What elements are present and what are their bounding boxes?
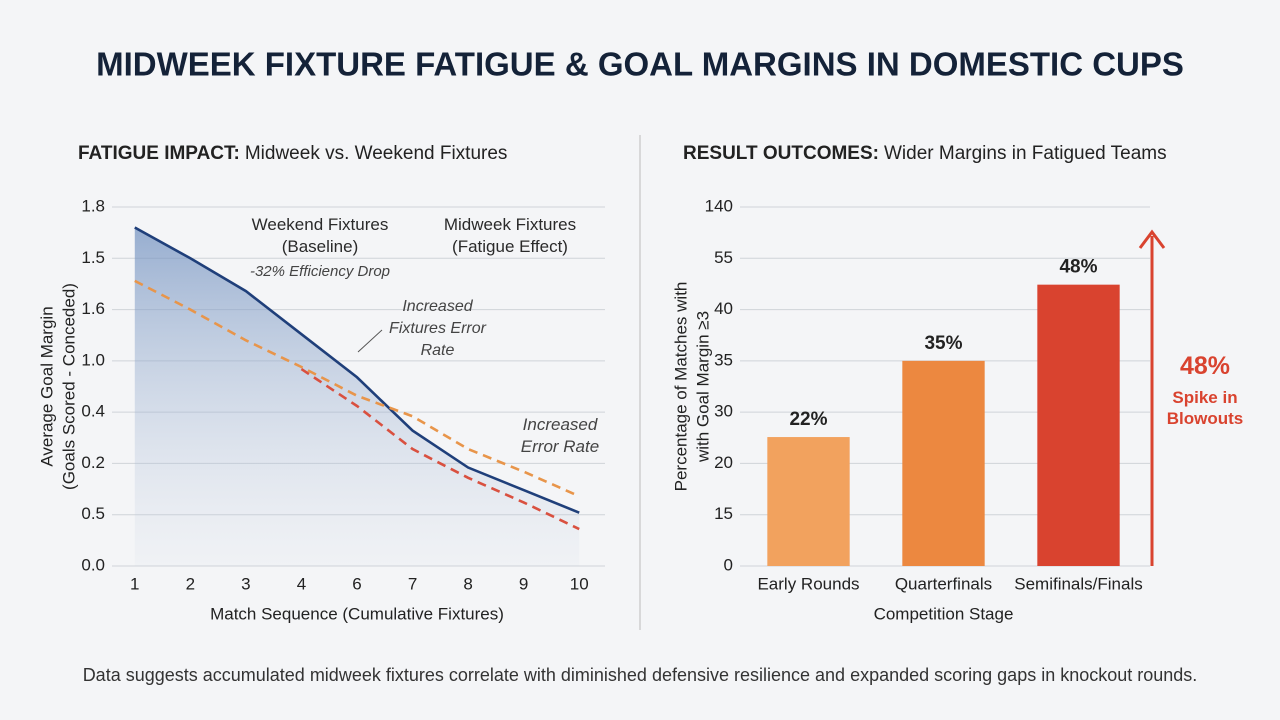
- y-tick-label: 1.6: [81, 299, 105, 318]
- y-tick-label: 15: [714, 504, 733, 523]
- y-axis-label: with Goal Margin ≥3: [693, 311, 712, 463]
- y-tick-label: 1.8: [81, 196, 105, 215]
- y-tick-label: 55: [714, 248, 733, 267]
- chart-title-rest: Wider Margins in Fatigued Teams: [884, 143, 1167, 164]
- x-tick-label: 10: [570, 574, 589, 593]
- legend-label: Weekend Fixtures (Baseline): [251, 215, 389, 256]
- chart-title: RESULT OUTCOMES: Wider Margins in Fatigue…: [683, 143, 1167, 164]
- arrow-head: [1138, 229, 1166, 249]
- annotation: Spike in Blowouts: [1166, 388, 1244, 428]
- x-tick-label: Quarterfinals: [895, 574, 992, 593]
- series-line: [134, 279, 580, 498]
- legend-label: Midweek Fixtures (Fatigue Effect): [443, 215, 577, 256]
- x-tick-label: 2: [186, 574, 195, 593]
- y-tick-label: 20: [714, 453, 733, 472]
- x-tick-label: 1: [130, 574, 139, 593]
- value-label: 48%: [1059, 257, 1097, 278]
- x-tick-label: Semifinals/Finals: [1014, 574, 1143, 593]
- chart-title-bold: FATIGUE IMPACT:: [78, 143, 240, 164]
- x-tick-label: 7: [408, 574, 417, 593]
- legend-label: Increased Error Rate: [520, 415, 600, 456]
- y-tick-label: 0.2: [81, 453, 105, 472]
- y-tick-label: 35: [714, 350, 733, 369]
- page-title: MIDWEEK FIXTURE FATIGUE & GOAL MARGINS I…: [96, 46, 1184, 83]
- y-tick-label: 0.4: [81, 402, 105, 421]
- chart-title-rest: Midweek vs. Weekend Fixtures: [245, 143, 508, 164]
- chart-title: FATIGUE IMPACT: Midweek vs. Weekend Fixtu…: [78, 143, 507, 164]
- y-tick-label: 0.5: [81, 504, 105, 523]
- chart-title-bold: RESULT OUTCOMES:: [683, 143, 879, 164]
- x-tick-label: 6: [352, 574, 361, 593]
- bar: [902, 360, 985, 566]
- y-axis-label: Average Goal Margin: [37, 306, 56, 466]
- x-tick-label: 3: [241, 574, 250, 593]
- x-tick-label: 4: [297, 574, 306, 593]
- bar: [767, 437, 850, 566]
- annotation: 48%: [1179, 352, 1231, 380]
- y-tick-label: 1.5: [81, 248, 105, 267]
- value-label: 35%: [924, 333, 962, 354]
- series-line: [134, 226, 580, 514]
- y-tick-label: 0: [724, 555, 733, 574]
- annotation: Increased Fixtures Error Rate: [389, 298, 486, 359]
- y-tick-label: 1.0: [81, 350, 105, 369]
- x-tick-label: 8: [463, 574, 472, 593]
- area-shade: [134, 227, 580, 566]
- annotation-line: [357, 329, 383, 353]
- x-axis-label: Match Sequence (Cumulative Fixtures): [210, 604, 504, 623]
- x-tick-label: Early Rounds: [757, 574, 859, 593]
- y-axis-label: (Goals Scored - Conceded): [59, 283, 78, 490]
- y-tick-label: 140: [705, 196, 733, 215]
- series-line: [300, 367, 580, 531]
- value-label: 22%: [789, 409, 827, 430]
- bar: [1037, 284, 1120, 566]
- y-tick-label: 0.0: [81, 555, 105, 574]
- y-tick-label: 40: [714, 299, 733, 318]
- y-axis-label: Percentage of Matches with: [671, 282, 690, 492]
- footer-note: Data suggests accumulated midweek fixtur…: [83, 665, 1198, 685]
- x-tick-label: 9: [519, 574, 528, 593]
- y-tick-label: 30: [714, 402, 733, 421]
- annotation: -32% Efficiency Drop: [249, 263, 391, 280]
- x-axis-label: Competition Stage: [874, 604, 1014, 623]
